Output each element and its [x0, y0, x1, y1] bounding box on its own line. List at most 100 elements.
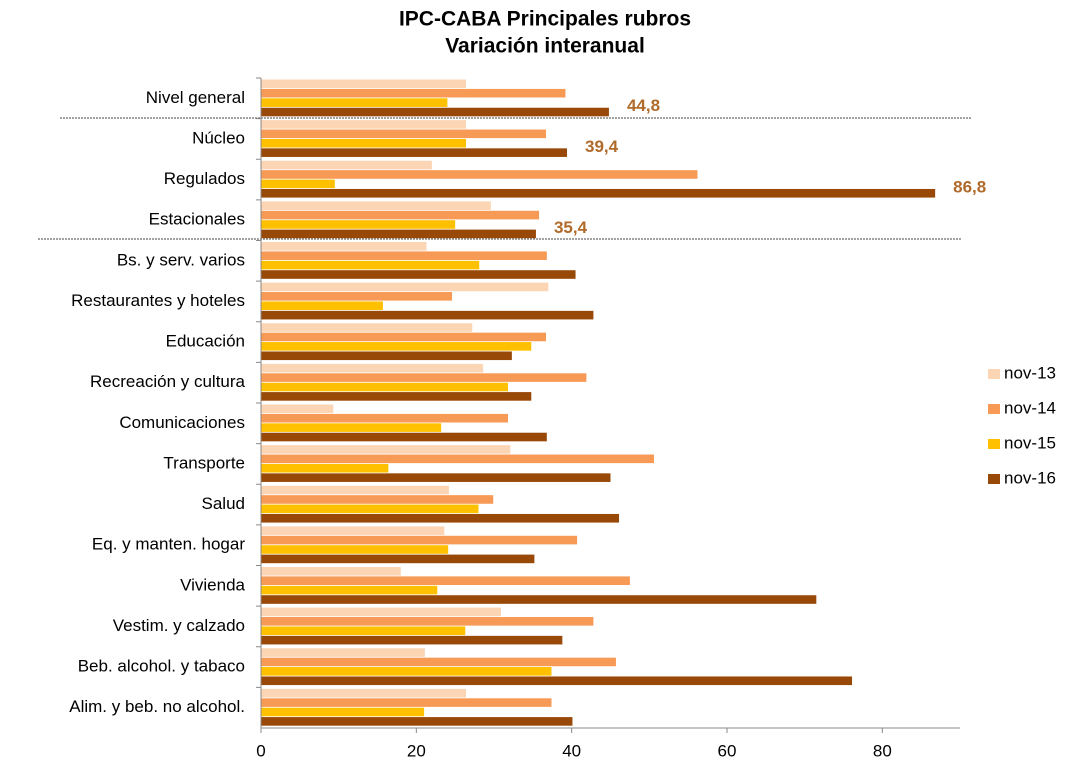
bar: [261, 667, 552, 676]
bar: [261, 282, 549, 292]
chart-subtitle: Variación interanual: [445, 35, 645, 58]
bar: [261, 554, 535, 564]
bar: [261, 251, 547, 261]
bar: [261, 626, 466, 636]
y-tick-label: Beb. alcohol. y tabaco: [78, 657, 245, 676]
y-tick-label: Restaurantes y hoteles: [71, 291, 245, 310]
bar: [261, 535, 578, 545]
bar: [261, 342, 532, 351]
bar: [261, 98, 448, 107]
bar: [261, 88, 566, 98]
bar: [261, 648, 425, 657]
bar: [261, 392, 532, 401]
bar: [261, 160, 432, 170]
y-tick-label: Eq. y manten. hogar: [92, 535, 245, 554]
bar: [261, 607, 501, 617]
bar: [261, 79, 467, 89]
bar: [261, 242, 427, 251]
legend-label: nov-14: [1004, 398, 1056, 417]
y-tick-label: Núcleo: [192, 128, 245, 147]
legend-swatch: [988, 474, 1000, 484]
legend-swatch: [988, 369, 1000, 379]
legend-swatch: [988, 439, 1000, 449]
bar: [261, 635, 563, 645]
bar: [261, 148, 568, 157]
bar: [261, 707, 425, 717]
bar: [261, 188, 936, 198]
x-tick-label: 0: [256, 741, 265, 760]
bar: [261, 463, 389, 473]
bar: [261, 504, 479, 514]
bar: [261, 432, 547, 442]
bar: [261, 445, 511, 454]
x-tick-label: 80: [873, 741, 892, 760]
y-tick-label: Recreación y cultura: [90, 372, 246, 391]
bar: [261, 545, 449, 554]
bar: [261, 260, 480, 270]
y-tick-label: Transporte: [163, 453, 245, 472]
bar: [261, 351, 512, 361]
chart-title: IPC-CABA Principales rubros: [399, 8, 691, 31]
bar: [261, 301, 383, 311]
bar: [261, 526, 445, 535]
bar: [261, 513, 620, 523]
bar: [261, 617, 594, 626]
y-tick-label: Salud: [202, 494, 245, 513]
bar: [261, 567, 401, 576]
bar: [261, 576, 630, 586]
bar: [261, 170, 698, 179]
bar: [261, 485, 449, 495]
bar: [261, 657, 616, 667]
bar: [261, 107, 609, 117]
legend-swatch: [988, 404, 1000, 414]
bar: [261, 179, 335, 189]
bar: [261, 138, 467, 148]
bar: [261, 332, 547, 342]
bar: [261, 717, 573, 726]
x-tick-label: 60: [718, 741, 737, 760]
x-tick-label: 20: [407, 741, 426, 760]
y-tick-label: Comunicaciones: [119, 413, 245, 432]
y-tick-label: Regulados: [164, 169, 245, 188]
y-tick-label: Bs. y serv. varios: [117, 250, 245, 269]
bar: [261, 201, 491, 210]
bar: [261, 495, 494, 504]
y-tick-label: Vestim. y calzado: [113, 616, 245, 635]
bar: [261, 404, 334, 414]
value-label: 86,8: [953, 177, 986, 196]
value-label: 44,8: [627, 96, 660, 115]
y-tick-label: Alim. y beb. no alcohol.: [69, 697, 245, 716]
bar: [261, 688, 467, 698]
bar: [261, 373, 587, 382]
y-tick-label: Nivel general: [146, 88, 245, 107]
value-label: 35,4: [554, 218, 588, 237]
bar: [261, 292, 453, 301]
bar: [261, 585, 438, 595]
bar: [261, 423, 442, 432]
y-tick-label: Educación: [166, 332, 245, 351]
bar: [261, 220, 456, 229]
bar: [261, 323, 473, 332]
y-tick-label: Vivienda: [180, 575, 245, 594]
legend-label: nov-13: [1004, 363, 1056, 382]
bar: [261, 120, 467, 129]
bar: [261, 382, 508, 392]
x-tick-label: 40: [562, 741, 581, 760]
legend-label: nov-16: [1004, 468, 1056, 487]
bar: [261, 413, 508, 423]
bar: [261, 473, 611, 482]
bar: [261, 129, 547, 139]
bar: [261, 676, 853, 686]
bar: [261, 363, 484, 373]
bar: [261, 210, 540, 220]
bar: [261, 270, 576, 279]
bar: [261, 229, 536, 239]
bar: [261, 595, 817, 604]
value-label: 39,4: [585, 137, 619, 156]
bar: [261, 698, 552, 707]
legend-label: nov-15: [1004, 433, 1056, 452]
bar: [261, 310, 594, 320]
y-tick-label: Estacionales: [149, 210, 245, 229]
bar: [261, 454, 654, 464]
